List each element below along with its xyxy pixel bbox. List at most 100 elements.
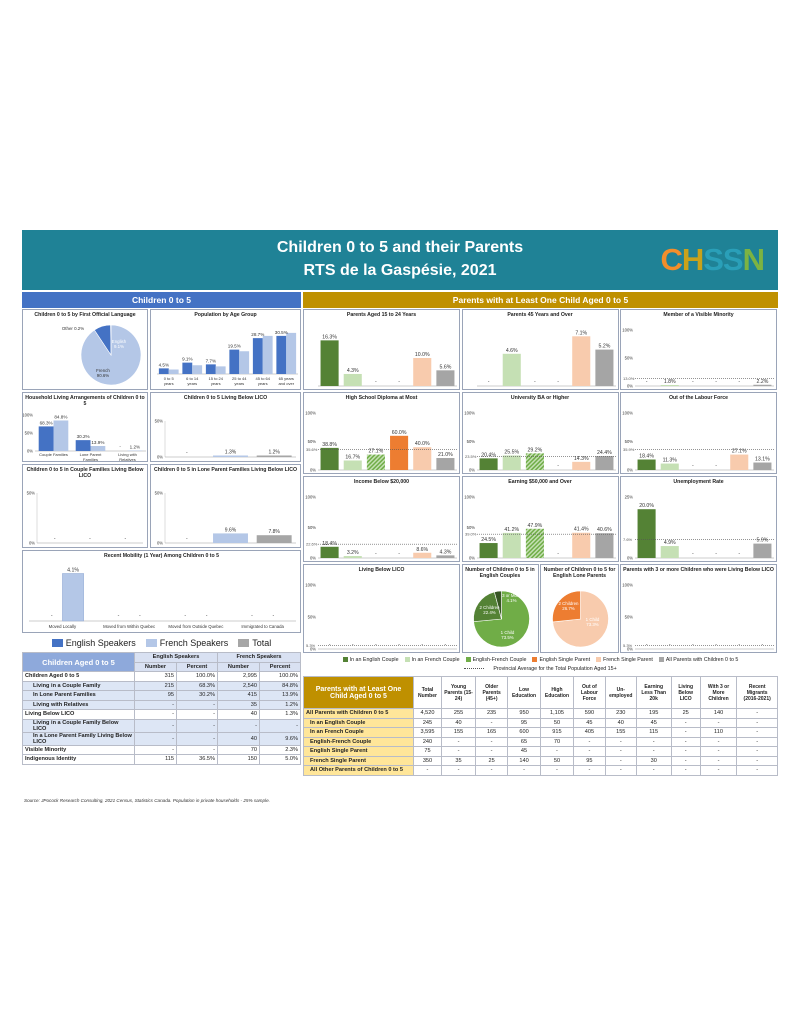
table-cell: 65: [507, 736, 541, 747]
y-tick-label: 100%: [464, 411, 475, 416]
provincial-average-label: 5.3%: [306, 643, 316, 648]
bar: [213, 455, 248, 457]
bar: [413, 358, 432, 386]
chart-title: Household Living Arrangements of Childre…: [25, 395, 145, 408]
bar-value-label: 40.0%: [415, 441, 430, 447]
bar-value-label: -: [557, 463, 559, 469]
x-tick-label: Couple Families: [39, 452, 68, 457]
table-row: Living with Relatives - -35 1.2%: [22, 699, 302, 710]
chart-panel-inc20: Income Below $20,000 100% 50% 0% 18.4% 3.2% - -…: [303, 476, 460, 562]
bar: [753, 543, 772, 558]
table-cell: 240: [413, 736, 442, 747]
bar: [62, 573, 84, 622]
bar-value-label: 24.5%: [481, 537, 496, 543]
bar-value-label: 28.7%: [251, 332, 264, 337]
chart-title: Children 0 to 5 Living Below LICO: [183, 395, 268, 401]
chart-svg: - 4.1% Moved Locally - - Moved from Within Qu…: [29, 567, 296, 629]
infographic-sheet: Children 0 to 5 and their Parents RTS de…: [22, 230, 778, 808]
bar-value-label: 30.5%: [275, 330, 288, 335]
pie-slice-label: 26.7%: [562, 606, 575, 611]
table-cell: -: [475, 746, 509, 757]
provincial-average-label: 35.9%: [623, 447, 635, 452]
pie-slice-label: 9.1%: [114, 344, 124, 349]
chart-title: Living Below LICO: [358, 567, 405, 573]
row-label: In Lone Parent Families: [22, 690, 135, 701]
row-label: All Parents with Children 0 to 5: [303, 708, 414, 719]
table-cell: -: [507, 765, 541, 776]
right-section-header: Parents with at Least One Child Aged 0 t…: [303, 292, 778, 308]
bar-value-label: 30.2%: [77, 434, 90, 439]
bar-value-label: 7.8%: [268, 529, 280, 535]
y-tick-label: 100%: [622, 328, 633, 333]
y-tick-label: 0%: [157, 455, 163, 460]
table-cell: 50: [539, 717, 575, 728]
table-cell: -: [604, 765, 637, 776]
table-cell: 35: [440, 755, 477, 766]
bar: [205, 364, 216, 374]
x-tick-label: years: [187, 381, 197, 386]
bar: [502, 532, 521, 558]
logo-letter: S: [703, 242, 724, 277]
legend-item: Total: [238, 638, 271, 648]
pie-slice-label: 73.3%: [586, 622, 599, 627]
x-tick-label: Families: [83, 457, 98, 462]
pie-slice: [472, 591, 502, 622]
bar-value-label: -: [738, 642, 740, 648]
bar-value-label: -: [119, 444, 121, 449]
table-cell: 155: [604, 727, 637, 738]
table-cell: 915: [539, 727, 575, 738]
bar: [502, 353, 521, 386]
table-row: In an French Couple 3,595 155 165 600 915 405 1…: [303, 727, 778, 738]
table-cell: 590: [573, 708, 606, 719]
bar: [75, 440, 91, 451]
chart-svg: 100% 50% 0% - - - - - - 5.3%: [305, 583, 457, 652]
table-row: In an English Couple 245 40-95 50 45 40 45- - -: [303, 717, 778, 728]
bar-value-label: 13.9%: [91, 440, 104, 445]
table-cell: -: [440, 746, 477, 757]
x-tick-label: Immigrated to Canada: [241, 624, 284, 629]
bar: [262, 335, 273, 374]
table-cell: 25: [670, 708, 701, 719]
y-tick-label: 50%: [308, 525, 317, 530]
pie-slice-label: 2 Children: [558, 601, 579, 606]
bar: [753, 462, 772, 470]
chart-title: Parents with 3 or more Children who were…: [623, 567, 774, 573]
y-tick-label: 100%: [464, 495, 475, 500]
bar: [215, 366, 226, 374]
bar-value-label: 40.6%: [597, 527, 612, 533]
chart-title: Number of Children 0 to 5 in English Cou…: [465, 567, 535, 580]
bar-value-label: 7.1%: [575, 330, 587, 336]
bar-value-label: -: [715, 551, 717, 557]
x-tick-label: 0 to 5: [164, 376, 175, 381]
table-row: All Other Parents of Children 0 to 5----…: [303, 765, 778, 776]
left-section-header: Children 0 to 5: [22, 292, 301, 308]
bar-value-label: 9.6%: [225, 527, 237, 533]
bar: [594, 533, 613, 558]
row-label: Living in a Couple Family Below LICO: [22, 718, 135, 733]
column-header: High Education: [539, 676, 575, 709]
legend-item: English Single Parent: [532, 657, 590, 663]
pie-slice: [493, 590, 502, 620]
table-row: Visible Minority - -70 2.3%: [22, 744, 302, 755]
bar-value-label: 16.3%: [322, 334, 337, 340]
x-tick-label: and over: [278, 381, 294, 386]
bar-value-label: 5.6%: [440, 364, 452, 370]
table-cell: 9.6%: [258, 731, 302, 746]
bar: [571, 532, 590, 558]
y-tick-label: 100%: [622, 411, 633, 416]
legend-label: In an French Couple: [411, 656, 460, 663]
table-cell: 195: [635, 708, 672, 719]
bar-value-label: 20.0%: [639, 503, 654, 509]
table-cell: -: [604, 746, 637, 757]
bar: [343, 373, 362, 386]
y-tick-label: 50%: [155, 491, 164, 496]
x-tick-label: 6 to 14: [186, 376, 199, 381]
legend-swatch: [532, 656, 538, 662]
table-cell: 1,105: [539, 708, 575, 719]
x-tick-label: 15 to 24: [209, 376, 224, 381]
chart-panel-p45: Parents 45 Years and Over - 4.6% - - 7.1% 5.2%: [461, 309, 619, 390]
x-tick-label: Relatives: [119, 457, 135, 462]
table-cell: 235: [475, 708, 509, 719]
provincial-average-label: 35.6%: [306, 447, 318, 452]
